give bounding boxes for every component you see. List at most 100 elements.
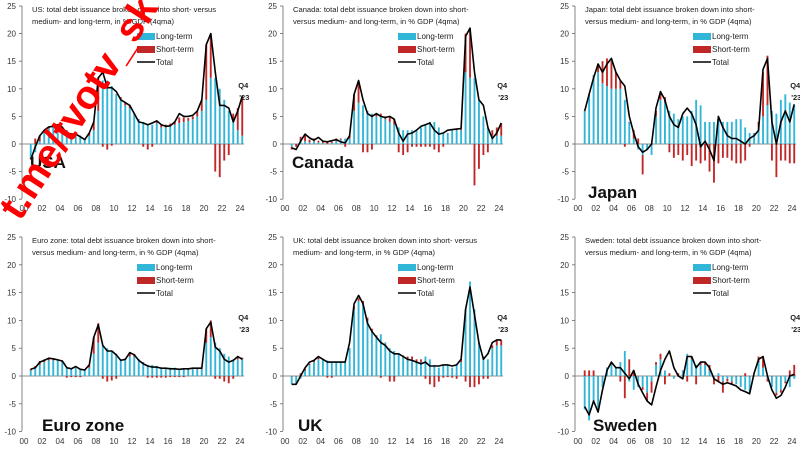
bar-short-term [43, 130, 46, 133]
bar-long-term [196, 116, 199, 144]
bar-long-term [348, 348, 351, 376]
chart-title-line2: versus medium- and long-term, in % GDP (… [585, 17, 752, 26]
y-tick-label: 15 [268, 57, 277, 66]
x-tick-label: 10 [663, 437, 672, 446]
x-tick-label: 02 [38, 204, 47, 213]
bar-long-term [451, 367, 454, 376]
bar-long-term [793, 105, 796, 144]
x-tick-label: 12 [128, 437, 137, 446]
annotation-quarter: Q4 [238, 313, 249, 322]
bar-long-term [110, 86, 113, 144]
bar-long-term [491, 135, 494, 144]
bar-short-term [632, 370, 635, 376]
x-tick-label: 20 [459, 204, 468, 213]
y-tick-label: 25 [560, 2, 569, 11]
bar-short-term [124, 102, 127, 106]
legend-swatch-long-term [693, 264, 711, 271]
bar-long-term [762, 367, 764, 376]
x-tick-label: 02 [298, 204, 307, 213]
legend-swatch-short-term [398, 277, 416, 284]
bar-short-term [623, 144, 626, 147]
bar-long-term [619, 88, 622, 144]
bar-long-term [623, 99, 626, 144]
bar-long-term [379, 334, 382, 376]
bar-long-term [101, 345, 104, 376]
bar-long-term [469, 281, 471, 376]
bar-long-term [304, 141, 306, 144]
legend-label-total: Total [156, 58, 173, 67]
bar-long-term [469, 77, 471, 144]
y-tick-label: 0 [273, 372, 278, 381]
bar-long-term [402, 130, 405, 144]
legend-swatch-long-term [398, 264, 416, 271]
bar-short-term [491, 130, 494, 136]
bar-short-term [406, 356, 409, 360]
bar-short-term [379, 113, 382, 117]
bar-long-term [56, 125, 59, 144]
bar-short-term [628, 359, 631, 376]
y-tick-label: -5 [562, 168, 570, 177]
legend-label-total: Total [156, 289, 173, 298]
x-tick-label: 18 [734, 437, 743, 446]
x-tick-label: 00 [281, 437, 290, 446]
x-tick-label: 04 [56, 437, 65, 446]
bar-short-term [442, 144, 445, 147]
bar-long-term [182, 121, 185, 144]
bar-short-term [442, 376, 445, 378]
bar-short-term [793, 144, 796, 164]
bar-short-term [146, 144, 149, 150]
y-tick-label: 20 [560, 30, 569, 39]
legend-label-short-term: Short-term [417, 276, 455, 285]
bar-long-term [451, 130, 454, 144]
bar-short-term [299, 136, 302, 142]
y-tick-label: 0 [12, 372, 17, 381]
bar-short-term [668, 373, 671, 376]
legend-label-short-term: Short-term [712, 45, 750, 54]
bar-short-term [366, 144, 369, 153]
bar-short-term [762, 72, 764, 117]
bar-long-term [588, 94, 591, 144]
bar-long-term [379, 116, 382, 144]
bar-short-term [187, 118, 190, 121]
chart-title-line2: versus medium- and long-term, in % GDP (… [585, 248, 752, 257]
bar-short-term [29, 368, 32, 371]
bar-short-term [469, 28, 471, 78]
bar-short-term [227, 376, 230, 384]
bar-long-term [128, 108, 131, 144]
bar-short-term [699, 144, 702, 164]
bar-long-term [169, 367, 172, 376]
bar-long-term [160, 127, 163, 144]
bar-short-term [677, 144, 680, 156]
bar-long-term [686, 116, 689, 144]
bar-long-term [160, 367, 163, 376]
legend-label-total: Total [417, 58, 434, 67]
bar-short-term [619, 80, 622, 89]
bar-short-term [446, 376, 449, 378]
bar-short-term [232, 376, 235, 379]
bar-short-term [614, 72, 617, 89]
bar-long-term [43, 132, 46, 144]
bar-long-term [209, 337, 212, 376]
bar-short-term [92, 337, 95, 354]
bar-long-term [119, 99, 122, 144]
bar-short-term [317, 140, 320, 143]
bar-long-term [366, 110, 369, 144]
y-tick-label: 20 [560, 261, 569, 270]
bar-short-term [704, 144, 706, 161]
bar-short-term [775, 392, 778, 396]
total-line [30, 321, 243, 371]
bar-short-term [74, 376, 77, 378]
bar-short-term [695, 144, 698, 161]
bar-long-term [384, 342, 387, 376]
bar-long-term [614, 88, 617, 144]
bar-long-term [397, 353, 400, 376]
bar-long-term [739, 119, 742, 144]
bar-short-term [606, 58, 608, 87]
bar-short-term [196, 110, 199, 117]
x-tick-label: 16 [716, 437, 725, 446]
bar-short-term [428, 144, 431, 147]
bar-short-term [236, 357, 239, 360]
bar-long-term [56, 360, 59, 376]
legend-label-short-term: Short-term [156, 45, 194, 54]
bar-long-term [106, 348, 109, 376]
